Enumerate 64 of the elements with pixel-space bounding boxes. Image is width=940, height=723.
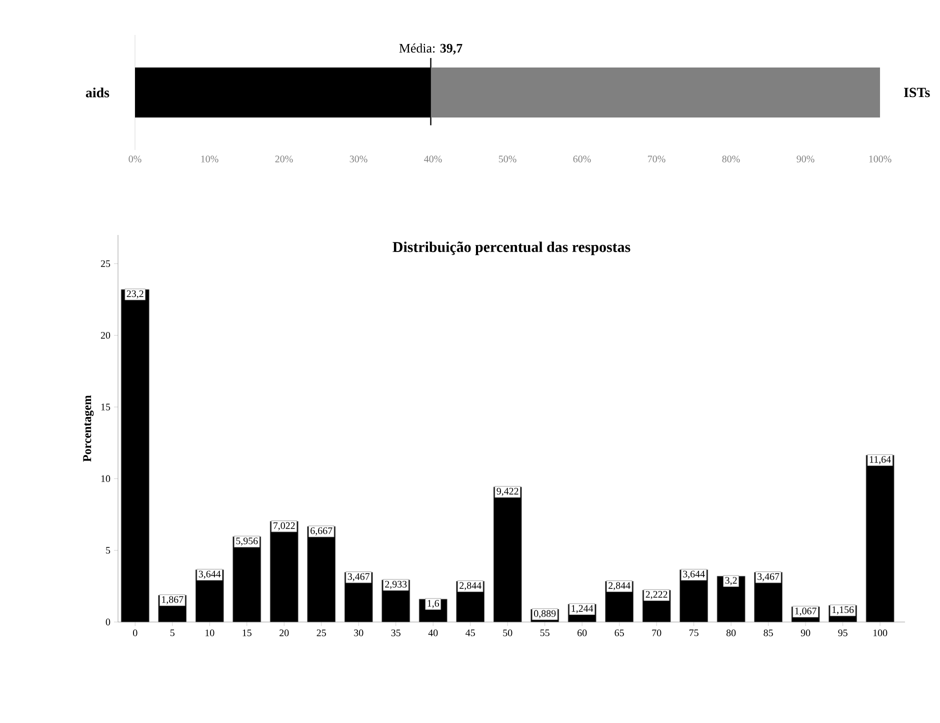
x-tick-label: 50 [503, 630, 512, 636]
x-tick-label: 25 [316, 630, 326, 636]
data-label: 1,6 [428, 600, 440, 608]
y-tick-label: 20 [100, 332, 110, 339]
y-tick-label: 25 [100, 260, 110, 268]
data-label: 3,467 [348, 573, 370, 582]
data-label: 1,244 [572, 605, 594, 614]
x-tick-label: 80% [722, 156, 740, 162]
data-label: 3,2 [725, 577, 737, 586]
x-tick-label: 20 [280, 630, 289, 636]
data-label: 5,956 [236, 538, 258, 546]
x-tick-label: 95 [838, 630, 848, 636]
x-tick-label: 45 [466, 630, 475, 636]
x-tick-label: 10 [206, 630, 214, 636]
x-tick-label: 70% [648, 156, 666, 162]
data-label: 3,467 [758, 573, 780, 582]
data-label: 2,222 [646, 591, 668, 600]
x-tick-label: 55 [540, 630, 550, 636]
x-tick-label: 100% [869, 156, 892, 162]
data-label: 1,067 [795, 608, 816, 616]
x-tick-label: 0 [133, 630, 138, 636]
data-label: 2,844 [608, 582, 630, 590]
x-tick-label: 0% [128, 156, 142, 162]
y-tick-label: 15 [101, 404, 110, 410]
data-label: 2,933 [385, 580, 407, 590]
chart-title: Distribuição percentual das respostas [392, 242, 630, 256]
x-tick-label: 40% [424, 156, 442, 162]
y-tick-label: 10 [101, 475, 110, 482]
x-tick-label: 80 [726, 630, 736, 636]
x-tick-label: 60% [573, 156, 591, 162]
data-label: 1,156 [832, 606, 854, 614]
x-tick-label: 35 [391, 630, 400, 636]
data-label: 3,644 [683, 570, 705, 579]
data-label: 7,022 [274, 522, 295, 530]
data-label: 0,889 [534, 610, 556, 618]
series-label: aids [86, 88, 110, 98]
y-axis-title: Porcentagem [83, 395, 94, 462]
x-tick-label: 30% [350, 156, 368, 162]
y-tick-label: 0 [106, 618, 110, 626]
x-tick-label: 40 [428, 630, 438, 636]
x-tick-label: 30 [354, 630, 364, 636]
x-tick-label: 15 [242, 630, 252, 636]
data-label: 23,2 [126, 290, 144, 299]
x-tick-label: 50% [498, 156, 516, 162]
x-tick-label: 65 [614, 630, 624, 636]
series-label: ISTs [904, 88, 930, 98]
ref-line-label: Média: 39,7 [399, 43, 462, 54]
data-label: 3,644 [198, 570, 221, 579]
x-tick-label: 60 [578, 630, 587, 636]
x-tick-label: 100 [873, 630, 888, 636]
y-tick-label: 5 [106, 547, 110, 554]
data-label: 2,844 [460, 582, 482, 590]
data-label: 11,64 [870, 456, 891, 464]
x-tick-label: 10% [201, 156, 218, 162]
x-tick-label: 5 [170, 630, 174, 636]
data-label: 6,667 [310, 527, 332, 536]
x-tick-label: 75 [690, 630, 698, 636]
x-tick-label: 70 [652, 630, 662, 636]
x-tick-label: 85 [764, 630, 773, 636]
x-tick-label: 90% [796, 156, 814, 162]
x-tick-label: 20% [275, 156, 293, 162]
data-label: 9,422 [496, 488, 518, 496]
data-label: 1,867 [162, 596, 184, 604]
x-tick-label: 90 [800, 630, 810, 636]
